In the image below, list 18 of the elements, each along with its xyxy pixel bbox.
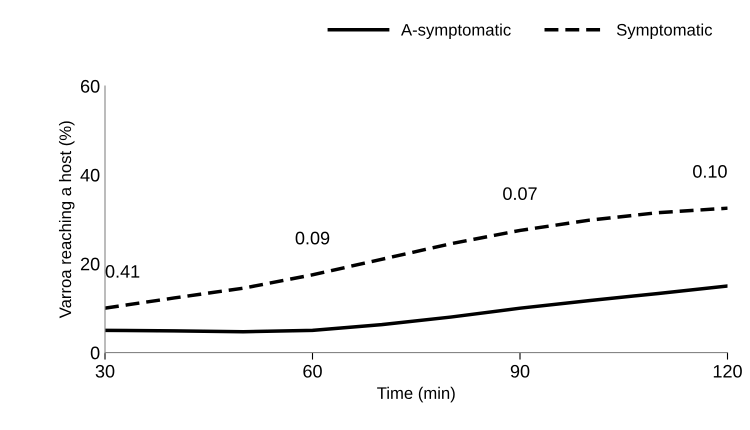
y-axis-title: Varroa reaching a host (%): [58, 121, 74, 318]
annotation: 0.09: [296, 232, 330, 244]
line-series: [105, 206, 728, 310]
y-tick-label: 20: [80, 258, 100, 270]
x-tick-label: 90: [510, 364, 530, 378]
legend-label: A-symptomatic: [401, 23, 511, 40]
annotation: 0.07: [503, 187, 537, 200]
annotation: 0.10: [693, 165, 727, 178]
y-tick-label: 40: [80, 168, 100, 182]
x-tick-label: 60: [303, 364, 322, 378]
y-tick-label: 0: [90, 346, 100, 360]
x-tick-label: 30: [96, 364, 114, 378]
line-series: [105, 284, 728, 334]
annotation: 0.41: [106, 265, 140, 278]
legend-label: Symptomatic: [616, 23, 712, 40]
x-tick-label: 120: [714, 364, 742, 378]
y-tick-label: 60: [80, 80, 100, 93]
x-axis-title: Time (min): [377, 386, 455, 402]
